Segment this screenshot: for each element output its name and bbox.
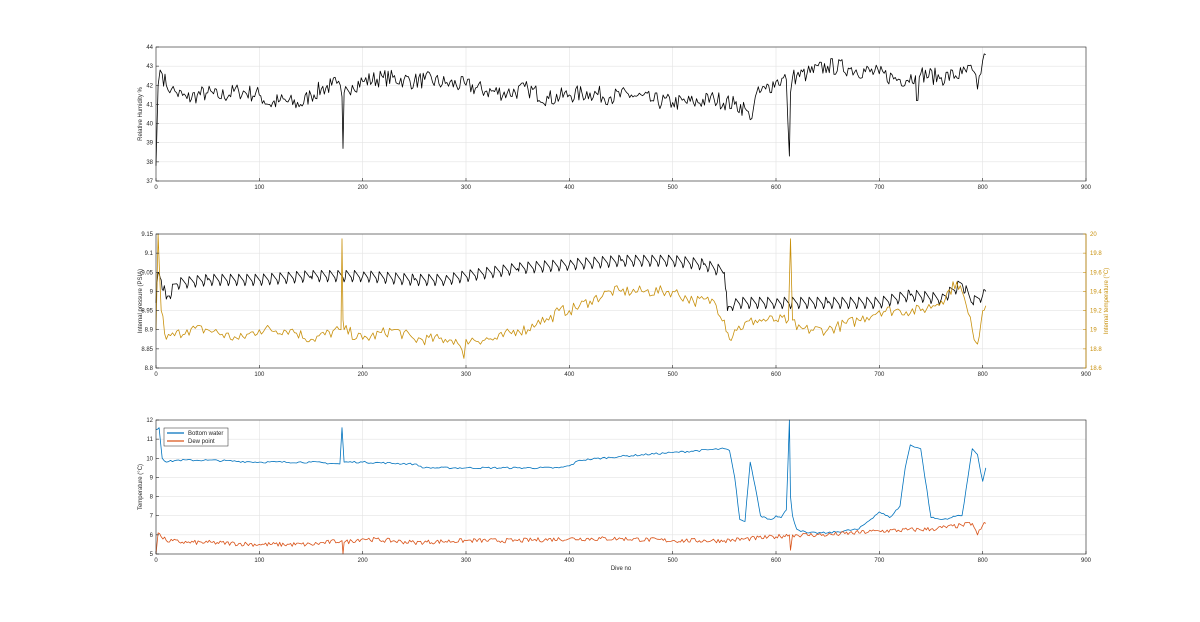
x-axis-label: Dive no	[611, 566, 632, 572]
x-tick-label-700: 700	[874, 185, 885, 191]
temperature-y-ticks: 5 6 7 8 9 10 11 12	[146, 418, 159, 558]
pressure-y-ticks: 8.8 8.85 8.9 8.95 9 9.05 9.1 9.15	[141, 232, 159, 372]
legend-label-dew-point: Dew point	[188, 439, 215, 445]
rh-axes-frame	[155, 46, 1087, 182]
x-tick-label-700: 700	[874, 372, 885, 378]
y-tick-label-5: 5	[150, 552, 154, 558]
line-bottom-water	[155, 419, 987, 534]
temperature-gridlines	[155, 419, 1087, 555]
panel-temperature: 0 100 200 300 400 500 600 700 800 900 5 6 7 8 9 10 11 12…	[138, 418, 1092, 572]
y-tick-label-11: 11	[147, 437, 154, 443]
x-tick-label-300: 300	[461, 185, 472, 191]
y-tick-label-9-05: 9.05	[141, 270, 153, 276]
y-tick-label-37: 37	[146, 179, 153, 185]
y-tick-label-9: 9	[150, 475, 154, 481]
x-tick-label-800: 800	[978, 558, 989, 564]
temperature-y-axis-label: Temperature (°C)	[138, 464, 144, 510]
line-dew-point	[155, 522, 986, 555]
panel-pressure: 0 100 200 300 400 500 600 700 800 900 8.88.858.98…	[138, 232, 1110, 378]
x-tick-label-900: 900	[1081, 372, 1092, 378]
x-tick-label-300: 300	[461, 372, 472, 378]
x-tick-label-900: 900	[1081, 558, 1092, 564]
x-tick-label-0: 0	[154, 558, 158, 564]
rh-y-ticks: 37 38 39 40 41 42 43 44	[146, 45, 159, 185]
x-tick-label-100: 100	[254, 558, 265, 564]
y-tick-label-12: 12	[146, 418, 153, 424]
pressure-series	[155, 233, 987, 359]
right-y-tick-label-19-8: 19.8	[1090, 251, 1102, 257]
x-tick-label-0: 0	[154, 185, 158, 191]
y-tick-label-7: 7	[150, 514, 154, 520]
pressure-axes-frame	[155, 233, 1087, 369]
y-tick-label-9: 9	[150, 289, 154, 295]
right-y-tick-label-20: 20	[1090, 232, 1097, 238]
y-tick-label-6: 6	[150, 533, 154, 539]
y-tick-label-8-85: 8.85	[141, 347, 153, 353]
x-tick-label-100: 100	[254, 372, 265, 378]
right-y-tick-label-19-4: 19.4	[1090, 289, 1102, 295]
pressure-y-axis-label: Internal pressure (PSIA)	[138, 269, 144, 333]
x-tick-label-100: 100	[254, 185, 265, 191]
y-tick-label-8-95: 8.95	[141, 309, 153, 315]
right-y-tick-label-19-2: 19.2	[1090, 309, 1102, 315]
pressure-gridlines	[155, 233, 1087, 369]
right-y-tick-label-18-6: 18.6	[1090, 366, 1102, 372]
temperature-x-ticks: 0 100 200 300 400 500 600 700 800 900	[154, 551, 1092, 564]
x-tick-label-500: 500	[668, 372, 679, 378]
y-tick-label-8-8: 8.8	[145, 366, 154, 372]
line-series-1	[155, 233, 987, 359]
x-tick-label-600: 600	[771, 558, 782, 564]
right-y-tick-label-19: 19	[1090, 328, 1097, 334]
y-tick-label-8: 8	[150, 495, 154, 501]
line-series-0	[155, 53, 986, 166]
line-series-0	[155, 254, 987, 311]
pressure-right-y-ticks: 18.6 18.8 19 19.2 19.4 19.6 19.8 20	[1083, 232, 1102, 372]
temperature-right-y-axis-label: Internal temperature (°C)	[1104, 268, 1110, 334]
y-tick-label-8-9: 8.9	[145, 328, 154, 334]
rh-series	[155, 53, 986, 166]
x-tick-label-500: 500	[668, 558, 679, 564]
y-tick-label-39: 39	[146, 141, 153, 147]
y-tick-label-38: 38	[146, 160, 153, 166]
x-tick-label-800: 800	[978, 372, 989, 378]
x-tick-label-300: 300	[461, 558, 472, 564]
x-tick-label-400: 400	[564, 558, 575, 564]
right-y-tick-label-18-8: 18.8	[1090, 347, 1102, 353]
legend: Bottom water Dew point	[163, 427, 229, 447]
x-tick-label-400: 400	[564, 372, 575, 378]
x-tick-label-600: 600	[771, 185, 782, 191]
x-tick-label-200: 200	[358, 558, 369, 564]
y-tick-label-44: 44	[146, 45, 153, 51]
y-tick-label-10: 10	[146, 456, 153, 462]
temperature-series	[155, 419, 987, 555]
y-tick-label-40: 40	[146, 122, 153, 128]
y-tick-label-41: 41	[146, 102, 153, 108]
right-y-tick-label-19-6: 19.6	[1090, 270, 1102, 276]
y-tick-label-43: 43	[146, 64, 153, 70]
x-tick-label-400: 400	[564, 185, 575, 191]
rh-gridlines	[155, 46, 1087, 182]
temperature-axes-frame	[155, 419, 1087, 555]
rh-y-axis-label: Relative Humidity %	[138, 86, 144, 140]
x-tick-label-500: 500	[668, 185, 679, 191]
y-tick-label-9-1: 9.1	[145, 251, 154, 257]
x-tick-label-0: 0	[154, 372, 158, 378]
x-tick-label-200: 200	[358, 372, 369, 378]
x-tick-label-200: 200	[358, 185, 369, 191]
x-tick-label-900: 900	[1081, 185, 1092, 191]
y-tick-label-42: 42	[146, 83, 153, 89]
pressure-x-ticks: 0 100 200 300 400 500 600 700 800 900	[154, 365, 1092, 378]
x-tick-label-700: 700	[874, 558, 885, 564]
y-tick-label-9-15: 9.15	[141, 232, 153, 238]
x-tick-label-600: 600	[771, 372, 782, 378]
rh-x-ticks: 0 100 200 300 400 500 600 700 800 900	[154, 178, 1092, 191]
x-tick-label-800: 800	[978, 185, 989, 191]
panel-rh: 0 100 200 300 400 500 600 700 800 900 37 38 39 40 41 4…	[138, 45, 1092, 191]
legend-label-bottom-water: Bottom water	[188, 431, 223, 437]
